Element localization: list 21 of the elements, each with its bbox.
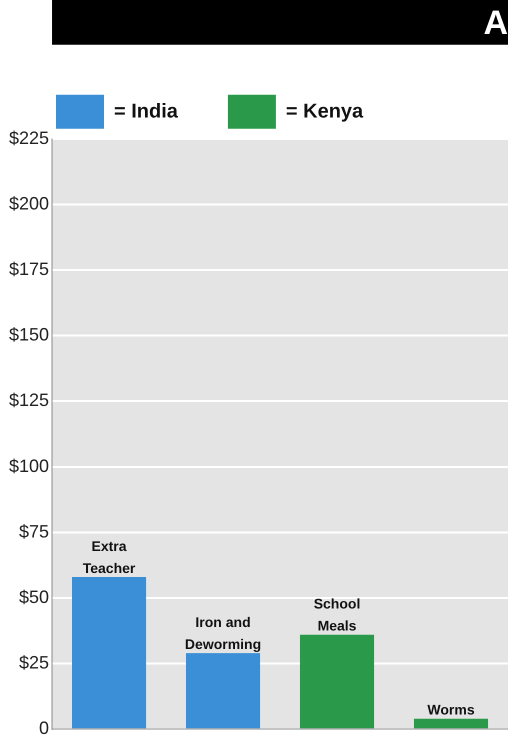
bar xyxy=(414,718,488,728)
y-tick-label: $175 xyxy=(8,258,50,279)
bar xyxy=(72,577,146,728)
bar xyxy=(186,653,260,728)
bar xyxy=(300,634,374,728)
y-tick-label: $100 xyxy=(8,456,50,476)
chart-title: A xyxy=(483,4,508,42)
legend-label: = India xyxy=(114,100,179,122)
x-tick-label: Worms xyxy=(427,702,475,718)
x-tick-label: Extra Teacher xyxy=(82,538,136,576)
x-tick-label: Iron and Deworming xyxy=(184,614,262,652)
y-tick-label: $50 xyxy=(18,586,50,607)
y-tick-label: $225 xyxy=(8,128,50,148)
y-tick-label: $150 xyxy=(8,324,50,345)
y-tick-label: 0 xyxy=(39,718,50,738)
y-tick-label: $125 xyxy=(8,390,50,410)
x-tick-label: School Meals xyxy=(314,596,360,634)
y-tick-label: $75 xyxy=(18,521,50,542)
legend-label: = Kenya xyxy=(286,100,364,122)
y-tick-label: $200 xyxy=(8,193,50,214)
y-tick-label: $25 xyxy=(18,652,50,673)
